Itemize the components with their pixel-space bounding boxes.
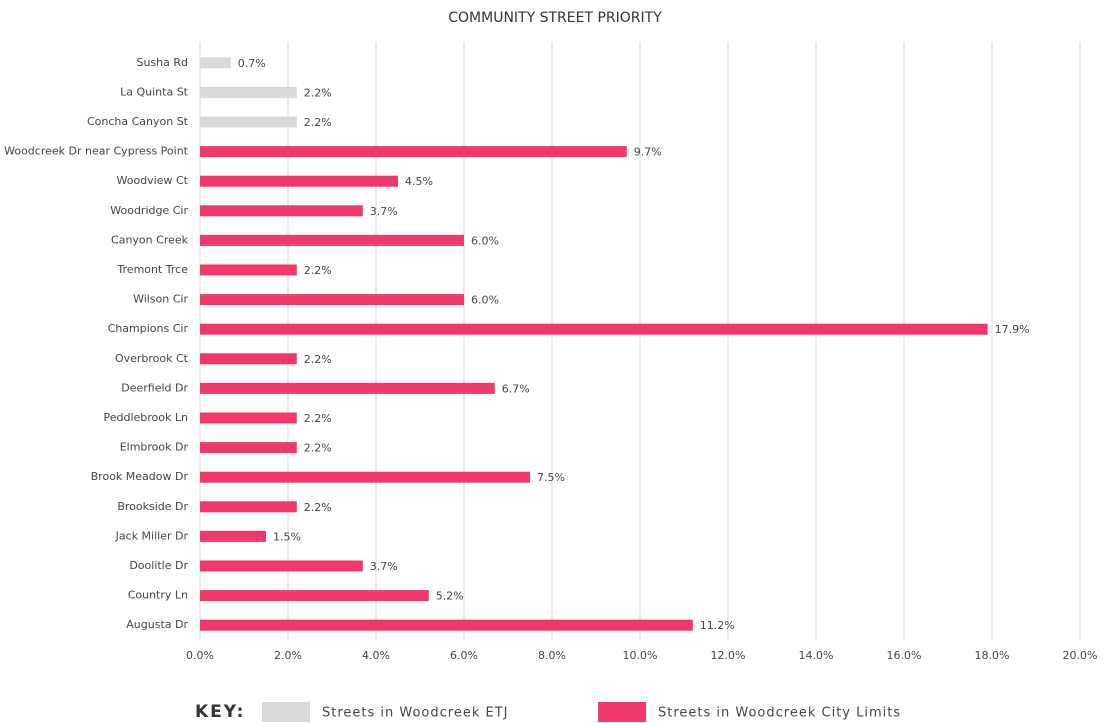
bar [200,86,297,98]
data-label: 0.7% [238,57,266,70]
y-tick-label: Tremont Trce [116,263,188,276]
y-tick-label: Country Ln [128,589,188,602]
chart-title: COMMUNITY STREET PRIORITY [448,10,662,26]
y-tick-label: La Quinta St [120,85,189,98]
bar [200,471,530,483]
legend-label: Streets in Woodcreek City Limits [658,706,901,721]
data-label: 3.7% [370,205,398,218]
y-tick-label: Concha Canyon St [87,115,189,128]
data-label: 3.7% [370,560,398,573]
x-tick-label: 10.0% [623,649,658,662]
x-tick-label: 8.0% [538,649,566,662]
data-label: 2.2% [304,501,332,514]
y-tick-label: Canyon Creek [111,233,189,246]
data-label: 2.2% [304,264,332,277]
bar [200,353,297,365]
data-label: 6.7% [502,382,530,395]
y-tick-label: Woodcreek Dr near Cypress Point [4,145,189,158]
legend-swatch [598,702,646,722]
x-tick-label: 6.0% [450,649,478,662]
data-label: 2.2% [304,353,332,366]
legend-label: Streets in Woodcreek ETJ [322,706,509,721]
data-label: 9.7% [634,146,662,159]
data-label: 6.0% [471,234,499,247]
y-tick-label: Brookside Dr [117,500,188,513]
bar [200,175,398,187]
data-label: 4.5% [405,175,433,188]
y-tick-label: Elmbrook Dr [120,441,189,454]
bar [200,57,231,69]
legend-swatch [262,702,310,722]
data-label: 2.2% [304,412,332,425]
data-label: 6.0% [471,294,499,307]
data-label: 5.2% [436,590,464,603]
bar [200,323,988,335]
x-tick-label: 20.0% [1063,649,1098,662]
x-tick-label: 0.0% [186,649,214,662]
bar [200,590,429,602]
y-tick-label: Augusta Dr [126,618,188,631]
data-label: 2.2% [304,86,332,99]
bar [200,294,464,306]
y-tick-label: Champions Cir [108,322,189,335]
y-tick-label: Peddlebrook Ln [104,411,189,424]
data-label: 17.9% [995,323,1030,336]
y-tick-label: Woodview Ct [117,174,189,187]
legend-title: KEY: [195,702,245,722]
bar [200,412,297,424]
x-tick-label: 16.0% [887,649,922,662]
y-tick-label: Doolitle Dr [129,559,188,572]
x-tick-label: 12.0% [711,649,746,662]
bar [200,382,495,394]
y-tick-label: Brook Meadow Dr [91,470,189,483]
bar [200,146,627,158]
data-label: 2.2% [304,116,332,129]
x-tick-label: 14.0% [799,649,834,662]
bar [200,116,297,128]
bar [200,442,297,454]
bar [200,234,464,246]
y-tick-label: Woodridge Cir [110,204,188,217]
y-tick-label: Susha Rd [136,56,188,69]
y-tick-label: Overbrook Ct [115,352,189,365]
bar [200,530,266,542]
x-tick-label: 18.0% [975,649,1010,662]
x-tick-label: 4.0% [362,649,390,662]
y-tick-label: Wilson Cir [133,293,188,306]
data-label: 7.5% [537,471,565,484]
data-label: 2.2% [304,442,332,455]
bar [200,205,363,217]
bar [200,264,297,276]
bar [200,560,363,572]
bar [200,619,693,631]
y-tick-label: Jack Miller Dr [115,529,189,542]
bar [200,501,297,513]
x-tick-label: 2.0% [274,649,302,662]
data-label: 11.2% [700,619,735,632]
y-tick-label: Deerfield Dr [121,381,188,394]
data-label: 1.5% [273,530,301,543]
